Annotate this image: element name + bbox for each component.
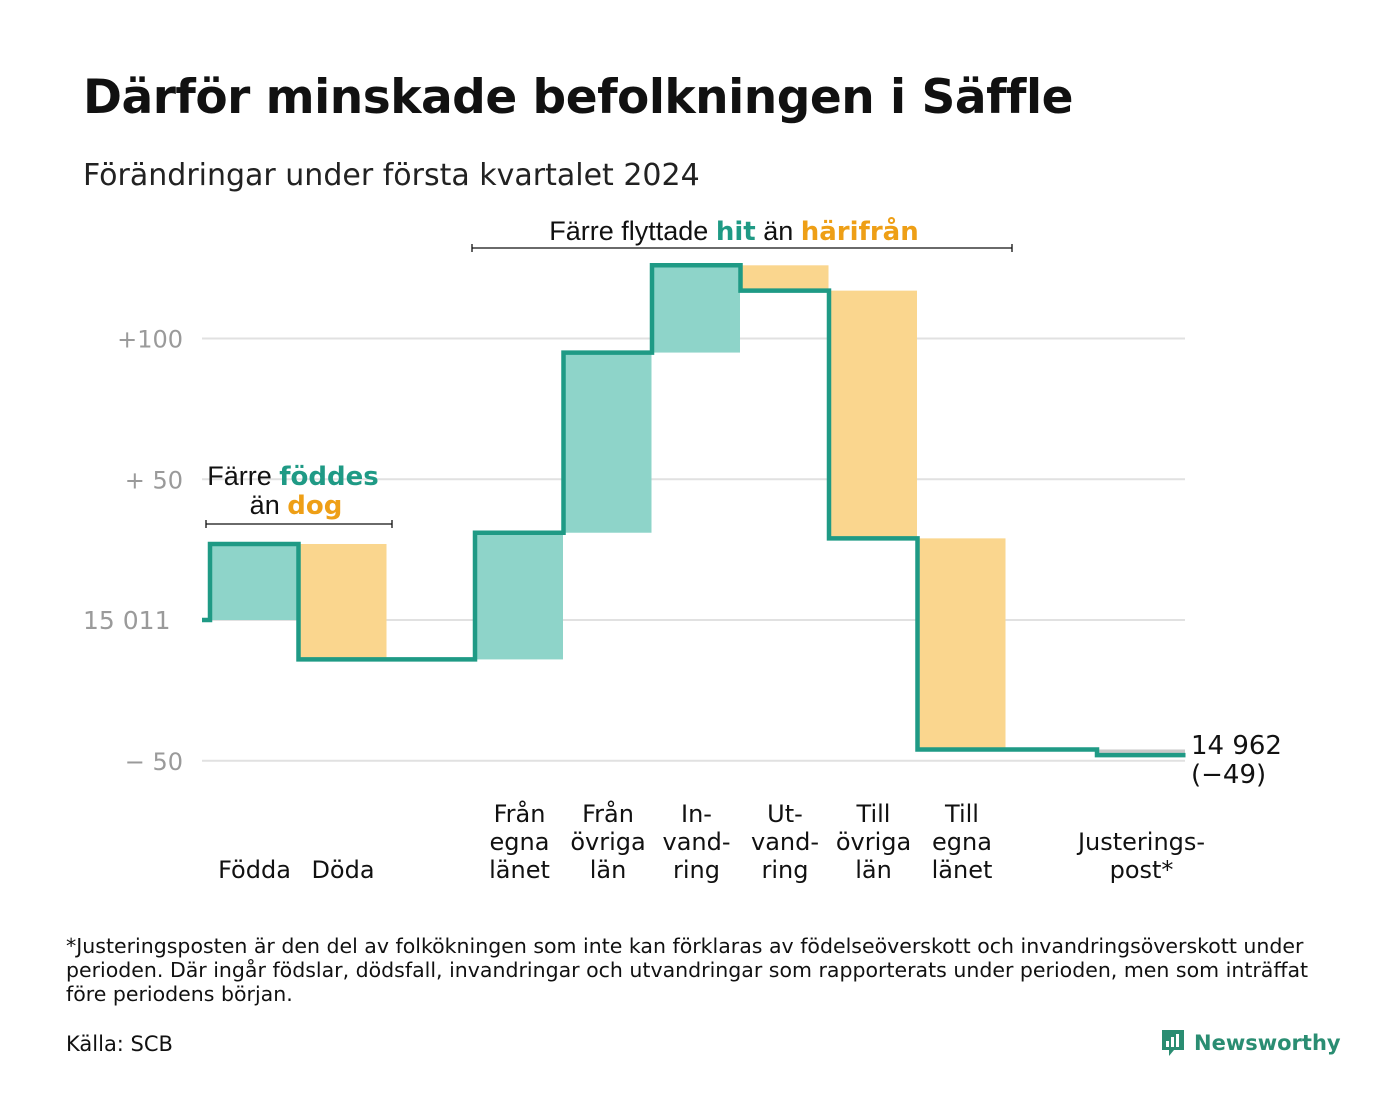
brand-logo: Newsworthy [1160,1028,1341,1058]
bars [210,265,1185,756]
category-label: länet [932,856,993,884]
category-label: övriga [570,828,645,856]
annotation-highlight-increase: föddes [279,462,379,492]
annotation-highlight-decrease: dog [287,491,342,521]
brand-name: Newsworthy [1194,1031,1341,1055]
category-label: ring [673,856,720,884]
value-labels: 14 962(−49) [1191,731,1282,790]
category-label: Justerings- [1076,828,1205,856]
annotation-migration: Färre flyttade hit än härifrån [549,215,918,247]
end-change-label: (−49) [1191,760,1266,790]
cumulative-step-line [202,263,1186,758]
bar-födda [210,543,298,620]
bar-utvandring [740,265,829,291]
y-axis-ticks: +100 + 50 − 50 15 011 [83,326,183,776]
category-label: län [590,856,627,884]
y-tick-label: + 50 [125,466,183,494]
start-value-label: 15 011 [83,606,170,635]
bar-justeringspost- [1097,749,1185,756]
category-label: Från [494,799,546,828]
category-label: post* [1110,856,1174,884]
category-label: Till [944,800,979,828]
annotation-highlight-increase: hit [716,217,756,247]
category-label: Födda [218,856,291,884]
annotation-births: Färre föddes [207,461,379,492]
source-note: Källa: SCB [66,1032,173,1056]
bar-från-egna-länet [475,532,563,660]
bar-från-övriga-län [563,352,652,533]
annotation-text: än [250,490,288,520]
bar-till-egna-länet [917,538,1006,750]
end-value-label: 14 962 [1191,731,1282,761]
bar-invandring [652,265,740,353]
category-label: Från [582,799,634,828]
category-label: ring [762,856,809,884]
bar-till-övriga-län [829,290,917,539]
chart-subtitle: Förändringar under första kvartalet 2024 [83,158,700,193]
category-label: län [855,856,892,884]
step-line [202,263,1186,758]
category-label: länet [489,856,550,884]
chart-title: Därför minskade befolkningen i Säffle [83,70,1073,125]
category-labels: Födda DödaFrånegnalänetFrånövrigalänIn-va… [218,799,1205,884]
y-tick-label: +100 [117,326,183,354]
category-label: Ut- [767,800,803,828]
category-label: Döda [311,856,374,884]
bar-döda [298,543,387,660]
annotation-text: än [756,216,801,246]
annotation-text: Färre [207,461,279,491]
category-label: övriga [836,828,911,856]
category-label: In- [681,800,712,828]
category-label: Till [856,800,891,828]
category-label: egna [932,828,992,856]
y-tick-label: − 50 [125,748,183,776]
footnote: *Justeringsposten är den del av folkökni… [66,934,1309,1006]
annotation-highlight-decrease: härifrån [801,215,919,247]
category-label: vand- [751,828,819,856]
category-label: vand- [662,828,730,856]
annotation-text: Färre flyttade [549,216,716,246]
annotation-births-line2: än dog [250,490,343,521]
category-label: egna [490,828,550,856]
bar-chart-logo-icon [1162,1030,1184,1056]
